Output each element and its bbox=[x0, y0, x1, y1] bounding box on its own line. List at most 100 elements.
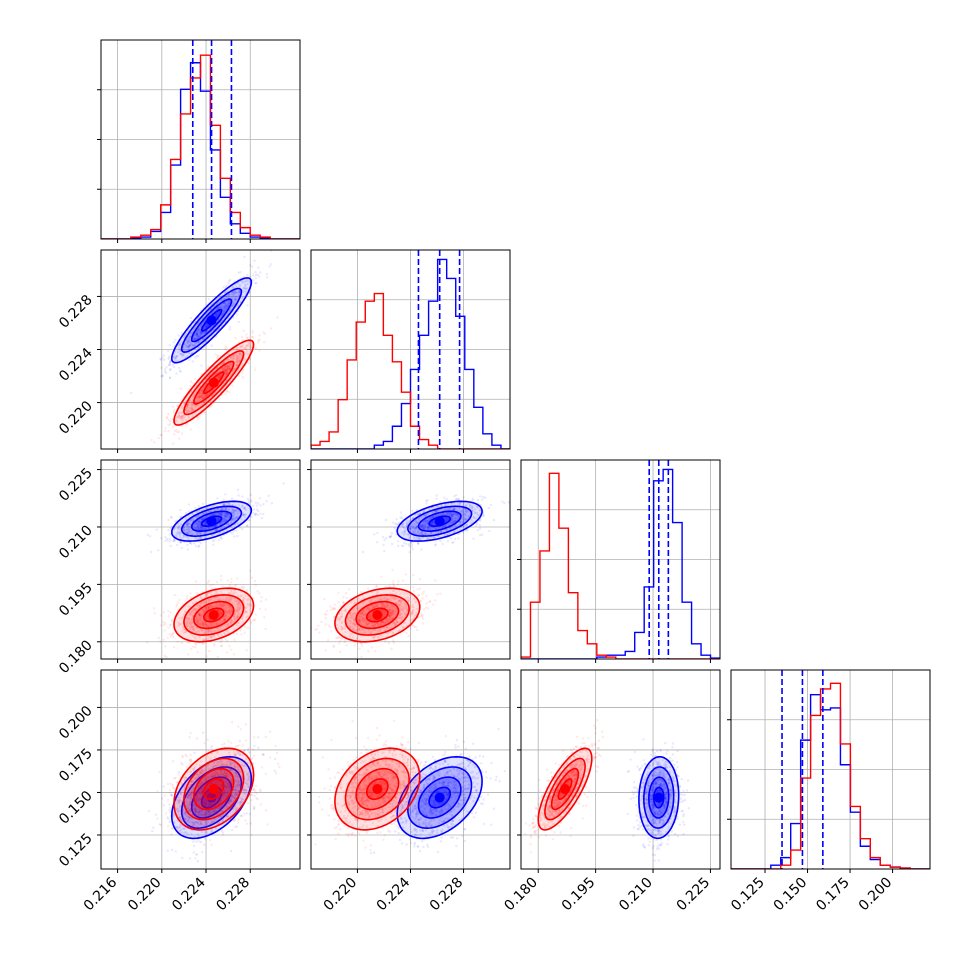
sample-point bbox=[384, 518, 388, 522]
sample-point bbox=[222, 366, 226, 369]
sample-point bbox=[190, 623, 193, 627]
sample-point bbox=[198, 617, 201, 620]
sample-point bbox=[191, 517, 195, 521]
sample-point bbox=[187, 522, 191, 525]
sample-point bbox=[222, 368, 225, 371]
sample-point bbox=[220, 633, 223, 636]
sample-point bbox=[168, 343, 171, 347]
sample-point bbox=[209, 635, 212, 639]
sample-point bbox=[231, 516, 235, 520]
sample-point bbox=[215, 528, 218, 532]
sample-point bbox=[242, 290, 245, 293]
sample-point bbox=[252, 504, 255, 507]
sample-point bbox=[197, 545, 200, 548]
sample-point bbox=[195, 333, 199, 337]
sample-point bbox=[201, 513, 204, 516]
sample-point bbox=[153, 441, 156, 444]
sample-point bbox=[260, 596, 263, 599]
sample-point bbox=[219, 621, 222, 625]
sample-point bbox=[421, 597, 424, 600]
sample-point bbox=[249, 493, 253, 497]
sample-point bbox=[206, 387, 210, 391]
sample-point bbox=[231, 354, 234, 358]
sample-point bbox=[214, 630, 217, 633]
sample-point bbox=[195, 522, 198, 525]
sample-point bbox=[215, 356, 219, 360]
sample-point bbox=[167, 609, 170, 613]
sample-point bbox=[196, 333, 199, 336]
sample-point bbox=[191, 626, 194, 629]
sample-point bbox=[247, 598, 250, 601]
sample-point bbox=[236, 510, 239, 514]
sample-point bbox=[185, 345, 189, 348]
sample-point bbox=[221, 312, 225, 315]
sample-point bbox=[223, 516, 226, 519]
sample-point bbox=[240, 335, 244, 339]
sample-point bbox=[478, 524, 481, 527]
sample-point bbox=[179, 522, 183, 526]
sample-point bbox=[198, 613, 201, 616]
sample-point bbox=[188, 541, 192, 544]
sample-point bbox=[501, 500, 504, 503]
sample-point bbox=[176, 350, 180, 354]
sample-point bbox=[264, 627, 267, 631]
sample-point bbox=[221, 362, 224, 365]
sample-point bbox=[195, 333, 198, 336]
sample-point bbox=[244, 610, 247, 613]
sample-point bbox=[190, 530, 194, 533]
sample-point bbox=[246, 343, 249, 347]
sample-point bbox=[200, 364, 203, 367]
sample-point bbox=[244, 594, 247, 597]
sample-point bbox=[215, 315, 218, 318]
sample-point bbox=[390, 531, 394, 535]
sample-point bbox=[190, 618, 193, 621]
sample-point bbox=[188, 612, 192, 615]
sample-point bbox=[169, 611, 172, 614]
sample-point bbox=[246, 279, 249, 283]
sample-point bbox=[196, 334, 200, 338]
sample-point bbox=[232, 512, 236, 515]
sample-point bbox=[209, 594, 213, 597]
sample-point bbox=[223, 503, 226, 507]
sample-point bbox=[202, 337, 205, 341]
sample-point bbox=[233, 298, 236, 301]
sample-point bbox=[189, 406, 192, 410]
sample-point bbox=[225, 529, 228, 532]
sample-point bbox=[204, 527, 207, 530]
sample-point bbox=[191, 403, 194, 407]
sample-point bbox=[196, 525, 200, 528]
sample-point bbox=[220, 527, 223, 530]
sample-point bbox=[224, 613, 228, 616]
sample-point bbox=[162, 623, 166, 627]
sample-point bbox=[209, 391, 212, 394]
sample-point bbox=[204, 522, 207, 525]
sample-point bbox=[202, 401, 205, 405]
sample-point bbox=[212, 623, 215, 627]
sample-point bbox=[258, 334, 261, 337]
sample-point bbox=[476, 528, 480, 532]
sample-point bbox=[199, 537, 202, 540]
sample-point bbox=[197, 614, 201, 617]
sample-point bbox=[263, 332, 266, 336]
sample-point bbox=[222, 369, 225, 372]
sample-point bbox=[198, 415, 201, 418]
sample-point bbox=[198, 636, 201, 639]
sample-point bbox=[201, 393, 205, 396]
sample-point bbox=[226, 368, 229, 371]
sample-point bbox=[189, 335, 192, 339]
sample-point bbox=[231, 369, 235, 372]
sample-point bbox=[239, 345, 242, 349]
sample-point bbox=[249, 346, 252, 349]
sample-point bbox=[168, 376, 172, 379]
sample-point bbox=[201, 621, 204, 625]
sample-point bbox=[207, 637, 210, 640]
sample-point bbox=[196, 604, 199, 607]
sample-point bbox=[177, 430, 181, 434]
sample-point bbox=[176, 416, 179, 419]
sample-point bbox=[220, 603, 224, 607]
sample-point bbox=[397, 580, 400, 583]
y-tick-label: 0.180 bbox=[56, 637, 96, 677]
sample-point bbox=[214, 602, 218, 605]
sample-point bbox=[220, 314, 223, 317]
sample-point bbox=[179, 541, 182, 544]
